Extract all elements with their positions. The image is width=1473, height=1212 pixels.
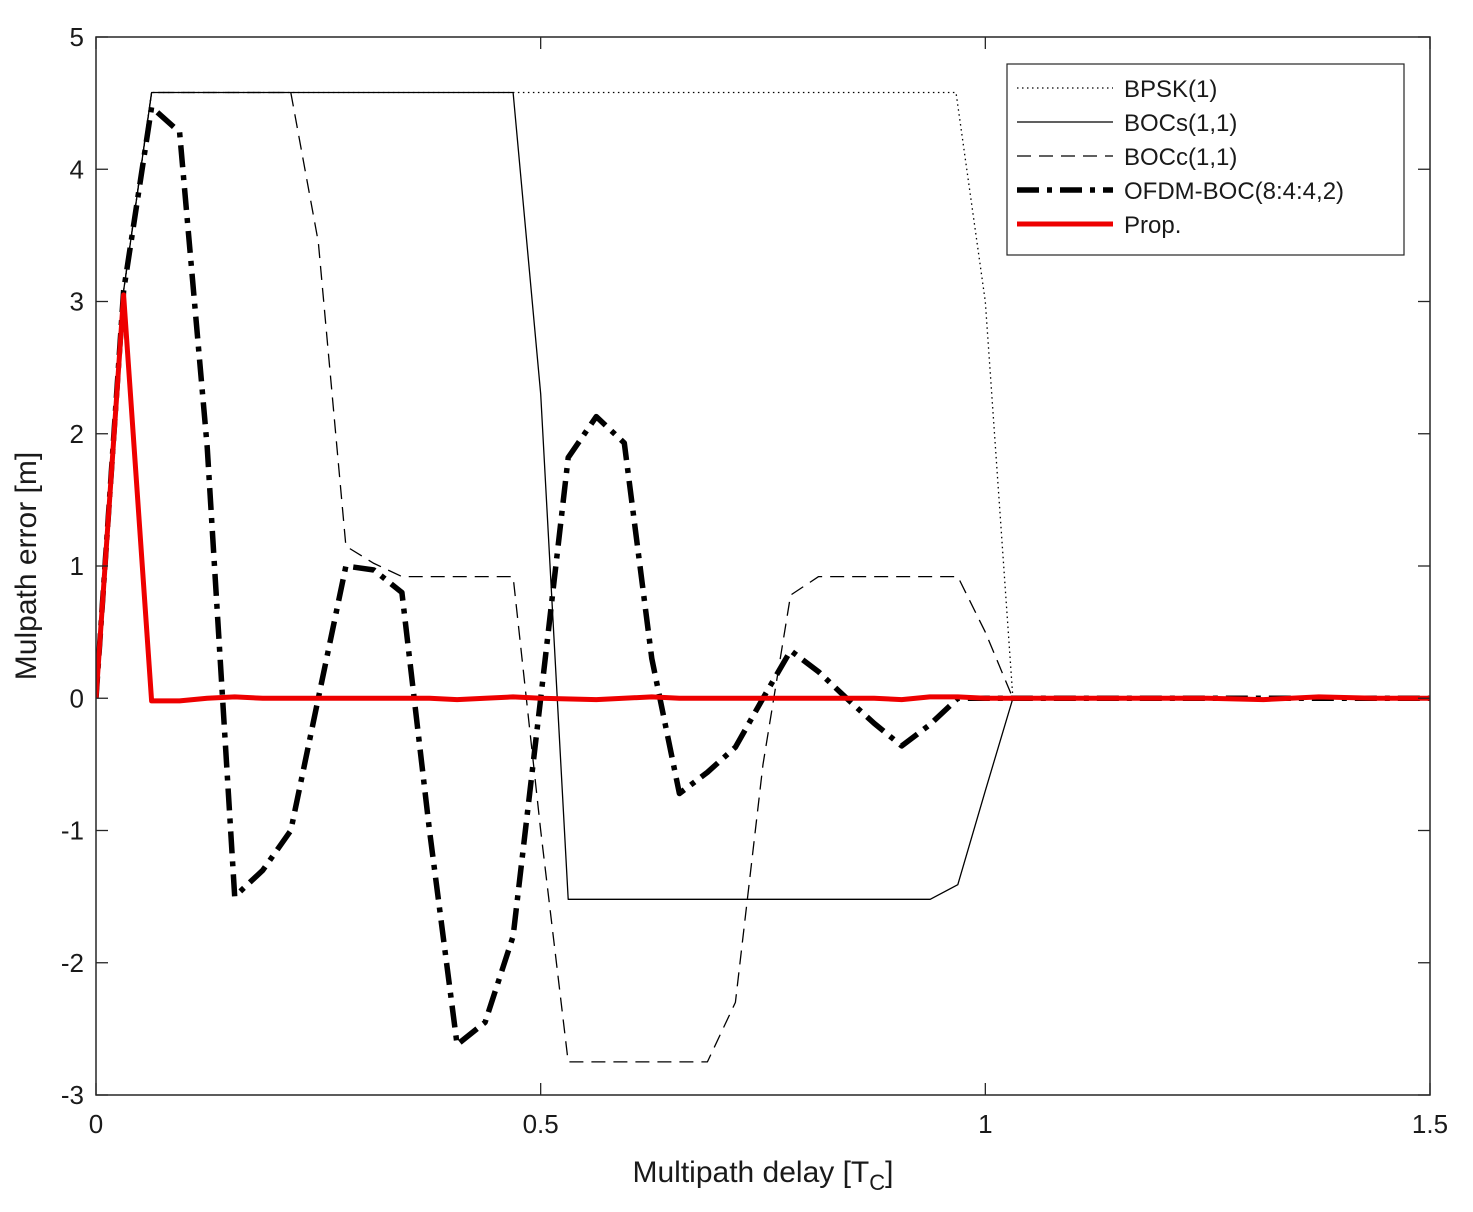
y-tick-label: -2 [61,948,84,978]
x-tick-label: 0.5 [523,1109,559,1139]
y-tick-label: 0 [70,683,84,713]
y-tick-label: 1 [70,551,84,581]
x-axis-label: Multipath delay [TC] [632,1156,893,1195]
axis-ticks: 0 0.5 1 1.5 -3 -2 -1 0 1 2 3 4 5 [61,22,1448,1139]
series-line-3 [96,104,1430,1048]
y-tick-label: 2 [70,419,84,449]
y-tick-label: 5 [70,22,84,52]
x-tick-label: 0 [89,1109,103,1139]
y-axis-label: Mulpath error [m] [10,452,43,680]
legend-label-3: OFDM-BOC(8:4:4,2) [1124,178,1344,205]
x-axis-label-main: Multipath delay [T [632,1156,869,1189]
y-tick-label: 3 [70,287,84,317]
x-tick-label: 1 [978,1109,992,1139]
y-tick-label: -3 [61,1080,84,1110]
series-line-4 [96,292,1430,704]
x-axis-label-subscript: C [869,1170,885,1195]
series-layer [96,91,1430,1063]
legend-label-4: Prop. [1124,212,1181,239]
y-tick-label: 4 [70,154,84,184]
y-tick-label: -1 [61,816,84,846]
legend-entries: BPSK(1) BOCs(1,1) BOCc(1,1) OFDM-BOC(8:4:4,… [1017,76,1344,239]
x-tick-label: 1.5 [1412,1109,1448,1139]
legend: BPSK(1) BOCs(1,1) BOCc(1,1) OFDM-BOC(8:4:4,… [1006,63,1405,256]
legend-label-0: BPSK(1) [1124,76,1217,103]
legend-label-1: BOCs(1,1) [1124,110,1237,137]
x-axis-label-end: ] [885,1156,893,1189]
series-line-2 [96,91,1430,1063]
legend-label-2: BOCc(1,1) [1124,144,1237,171]
